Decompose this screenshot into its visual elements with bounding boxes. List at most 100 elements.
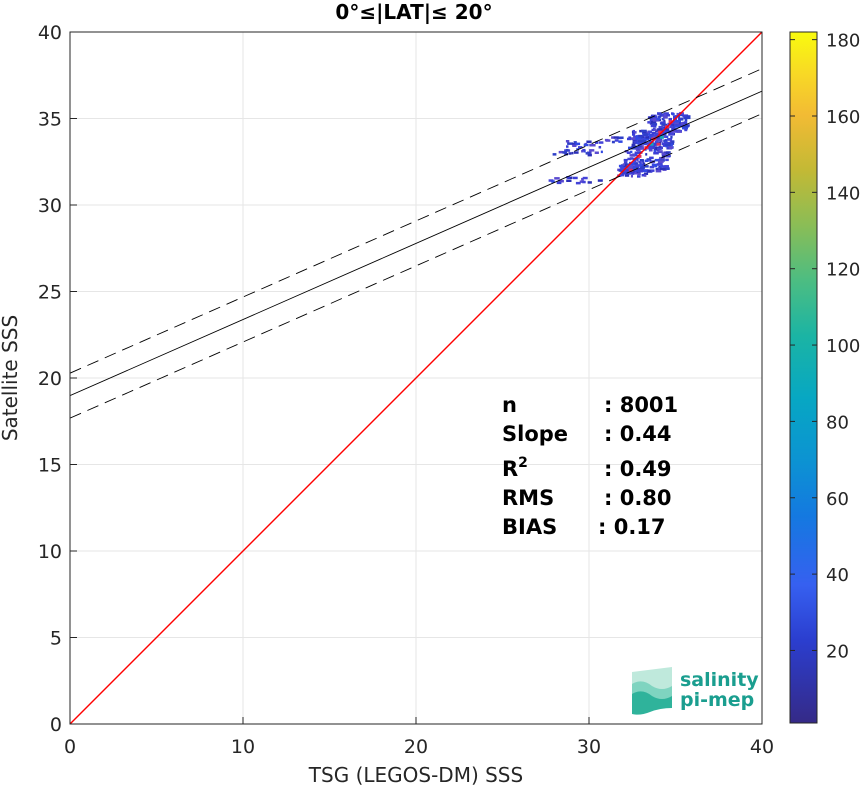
density-cell [652, 123, 658, 126]
density-cell [645, 153, 648, 156]
density-cell [631, 143, 636, 147]
density-cell [660, 158, 664, 161]
density-cell [641, 136, 646, 140]
density-cell [671, 123, 675, 126]
density-cell [558, 180, 564, 183]
density-cell [611, 140, 615, 144]
density-cell [656, 149, 660, 152]
density-cell [568, 152, 572, 155]
density-cell [645, 136, 652, 139]
colorbar-tick-label: 120 [826, 260, 860, 281]
density-cell [657, 163, 663, 166]
density-cell [565, 140, 570, 143]
density-cell [668, 117, 672, 121]
colorbar-tick-label: 180 [826, 31, 860, 52]
density-cell [632, 129, 635, 133]
density-cell [636, 151, 643, 154]
density-cell [581, 177, 584, 181]
density-cell [661, 152, 666, 156]
y-tick-label: 40 [38, 22, 62, 44]
stat-superscript: 2 [518, 455, 528, 471]
density-cell [653, 147, 659, 151]
identity-line [70, 32, 762, 724]
density-cell [651, 131, 657, 135]
density-cell [665, 128, 670, 131]
density-cell [649, 156, 654, 160]
stat-label: RMS [502, 486, 554, 510]
density-cell [632, 162, 635, 165]
density-cell [649, 122, 653, 125]
density-cell [681, 124, 684, 127]
density-cell [631, 145, 635, 149]
density-cell [597, 179, 603, 182]
density-cell [684, 128, 688, 132]
density-cell [595, 141, 599, 144]
density-cell [657, 147, 662, 151]
density-cell [680, 122, 684, 125]
density-cell [582, 148, 586, 152]
density-cell [653, 117, 658, 120]
density-cell [640, 165, 643, 168]
density-cell [631, 172, 635, 175]
density-cell [649, 135, 655, 138]
density-cell [589, 144, 596, 147]
chart-title: 0°≤|LAT|≤ 20° [335, 0, 492, 24]
density-cell [654, 134, 659, 137]
density-cell [684, 118, 688, 122]
density-cell [654, 140, 659, 144]
logo-line1: salinity [680, 669, 759, 691]
density-cell [633, 160, 636, 163]
density-cell [562, 151, 567, 154]
density-cell [628, 146, 634, 150]
density-cell [648, 140, 651, 143]
density-cell [632, 162, 639, 166]
density-cell [647, 130, 652, 133]
density-cell [600, 150, 603, 154]
density-cell [643, 165, 649, 168]
density-cell [660, 128, 667, 131]
density-cell [659, 122, 664, 125]
colorbar-ticks: 20 40 60 80 100 120 140 160 180 [790, 31, 860, 662]
density-cell [638, 161, 642, 164]
density-cell [658, 115, 662, 118]
density-cell [623, 158, 628, 162]
density-cell [642, 162, 646, 165]
density-cell [663, 119, 666, 123]
y-tick-label: 30 [38, 195, 62, 217]
density-cell [625, 169, 630, 172]
y-tick-label: 25 [38, 282, 62, 304]
density-cell [652, 135, 655, 138]
density-cell [652, 115, 658, 119]
density-cell [659, 167, 666, 171]
density-cell-high [637, 154, 642, 158]
y-tick-label: 5 [50, 628, 62, 650]
density-cell [653, 149, 656, 153]
density-cell [637, 145, 642, 149]
y-axis-ticks: 0 5 10 15 20 25 30 35 40 [38, 22, 77, 736]
density-cell [628, 172, 631, 175]
y-tick-label: 0 [50, 714, 62, 736]
density-cell [634, 140, 637, 144]
density-cell [575, 142, 581, 146]
logo-line2: pi-mep [680, 689, 754, 711]
density-cell [551, 180, 555, 183]
density-cell [664, 151, 670, 155]
colorbar-frame [789, 31, 818, 724]
density-cell [675, 120, 681, 123]
density-cell-high [668, 120, 673, 124]
density-cell [674, 125, 680, 128]
density-cell [632, 132, 635, 136]
density-cell [646, 158, 652, 161]
density-cell [661, 117, 665, 121]
stat-value: : 0.17 [598, 515, 666, 539]
density-cell [655, 139, 661, 142]
density-cell [669, 125, 674, 129]
x-tick-label: 30 [577, 736, 601, 758]
density-cell [618, 136, 624, 139]
colorbar [790, 32, 817, 723]
stat-label: BIAS [502, 515, 557, 539]
density-cell [634, 164, 640, 167]
density-cell [664, 165, 669, 168]
colorbar-tick-label: 20 [826, 641, 849, 662]
